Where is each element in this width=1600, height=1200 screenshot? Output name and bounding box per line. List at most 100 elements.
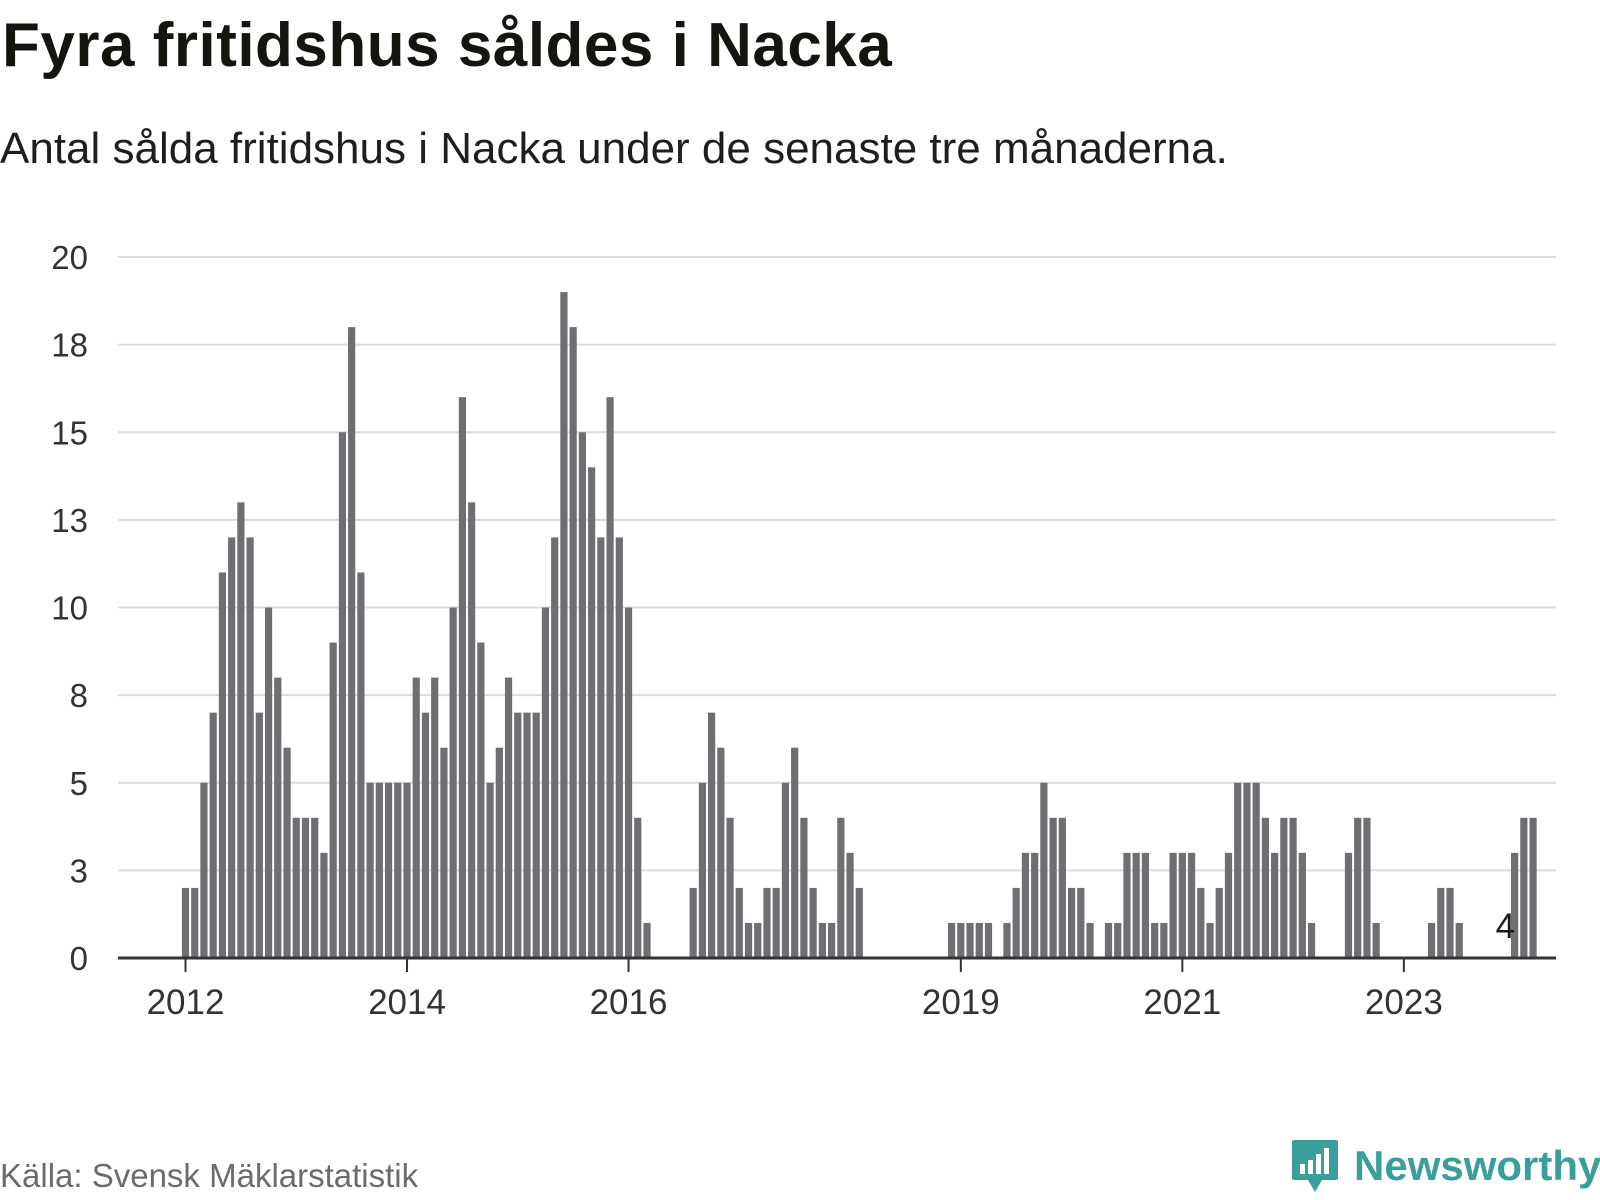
bar xyxy=(781,782,790,958)
bar xyxy=(458,397,466,958)
bar xyxy=(1354,817,1362,958)
bar xyxy=(329,642,337,958)
bar xyxy=(1058,817,1066,958)
bar xyxy=(828,922,836,958)
bar xyxy=(1224,852,1233,958)
bar xyxy=(1077,887,1085,958)
bar xyxy=(957,922,965,958)
x-tick-label: 2014 xyxy=(368,983,446,1022)
bar xyxy=(468,502,476,958)
bar xyxy=(1363,817,1371,958)
y-tick-label: 20 xyxy=(51,239,88,276)
bar xyxy=(237,502,245,958)
bar xyxy=(311,817,319,958)
newsworthy-logo-icon xyxy=(1292,1140,1338,1192)
bar xyxy=(541,607,550,958)
y-tick-label: 3 xyxy=(70,852,88,889)
bar xyxy=(1132,852,1140,958)
bar xyxy=(606,397,614,958)
bar xyxy=(274,677,282,958)
chart-subtitle: Antal sålda fritidshus i Nacka under de … xyxy=(0,124,1228,173)
bar xyxy=(588,467,596,958)
bar xyxy=(1206,922,1214,958)
bar xyxy=(551,537,559,958)
bar xyxy=(264,607,273,958)
bar xyxy=(1040,782,1048,958)
bar xyxy=(1178,852,1186,958)
bar xyxy=(1344,852,1353,958)
bar xyxy=(1234,782,1242,958)
bar xyxy=(763,887,771,958)
bar xyxy=(200,782,208,958)
bar xyxy=(1215,887,1223,958)
bar xyxy=(412,677,420,958)
bar xyxy=(375,782,383,958)
bar xyxy=(421,712,430,958)
y-tick-label: 8 xyxy=(70,677,88,714)
x-tick-label: 2023 xyxy=(1365,983,1443,1022)
bar xyxy=(1114,922,1122,958)
bar xyxy=(735,887,743,958)
bar xyxy=(689,887,697,958)
x-tick-label: 2012 xyxy=(147,983,225,1022)
bar xyxy=(1289,817,1297,958)
bar xyxy=(495,747,503,958)
brand-logo[interactable]: Newsworthy xyxy=(1290,1138,1600,1194)
bar xyxy=(698,782,706,958)
bar xyxy=(791,747,799,958)
bar xyxy=(708,712,716,958)
bar xyxy=(357,572,365,958)
bar xyxy=(431,677,439,958)
bar xyxy=(615,537,623,958)
bar xyxy=(1261,817,1270,958)
bar xyxy=(1271,852,1279,958)
bar xyxy=(209,712,217,958)
bar xyxy=(384,782,393,958)
y-tick-label: 15 xyxy=(51,414,88,451)
chart-title: Fyra fritidshus såldes i Nacka xyxy=(2,11,893,80)
bar xyxy=(523,712,531,958)
bar xyxy=(1529,817,1537,958)
bar xyxy=(1021,852,1030,958)
bar xyxy=(1280,817,1288,958)
bar xyxy=(818,922,826,958)
bar xyxy=(837,817,845,958)
bar xyxy=(1086,922,1094,958)
bar xyxy=(1031,852,1039,958)
bar xyxy=(366,782,374,958)
bar xyxy=(975,922,983,958)
bar xyxy=(1243,782,1251,958)
bar xyxy=(514,712,522,958)
bar xyxy=(348,327,356,959)
bar xyxy=(966,922,974,958)
bar xyxy=(643,922,651,958)
bar xyxy=(403,782,411,958)
bar xyxy=(772,887,780,958)
bar xyxy=(1298,852,1306,958)
bar xyxy=(809,887,817,958)
bar xyxy=(717,747,725,958)
bar xyxy=(449,607,457,958)
bar xyxy=(569,327,577,959)
bar xyxy=(1067,887,1076,958)
bar xyxy=(947,922,956,958)
x-tick-label: 2021 xyxy=(1143,983,1221,1022)
bar xyxy=(1123,852,1131,958)
bar xyxy=(532,712,540,958)
bar xyxy=(1437,887,1445,958)
x-axis xyxy=(118,956,1556,972)
bar xyxy=(1141,852,1150,958)
y-tick-label: 18 xyxy=(51,327,88,364)
bar xyxy=(292,817,300,958)
bar xyxy=(181,887,190,958)
y-tick-label: 0 xyxy=(70,940,88,977)
source-note: Källa: Svensk Mäklarstatistik xyxy=(0,1157,419,1194)
x-tick-label: 2016 xyxy=(590,983,668,1022)
x-axis-labels: 2012 2014 2016 2019 2021 2023 xyxy=(147,983,1443,1022)
bar xyxy=(1455,922,1463,958)
bar xyxy=(218,572,227,958)
y-tick-label: 5 xyxy=(70,765,88,802)
bar xyxy=(1003,922,1011,958)
y-axis-labels: 0 3 5 8 10 13 15 18 20 xyxy=(51,239,88,977)
